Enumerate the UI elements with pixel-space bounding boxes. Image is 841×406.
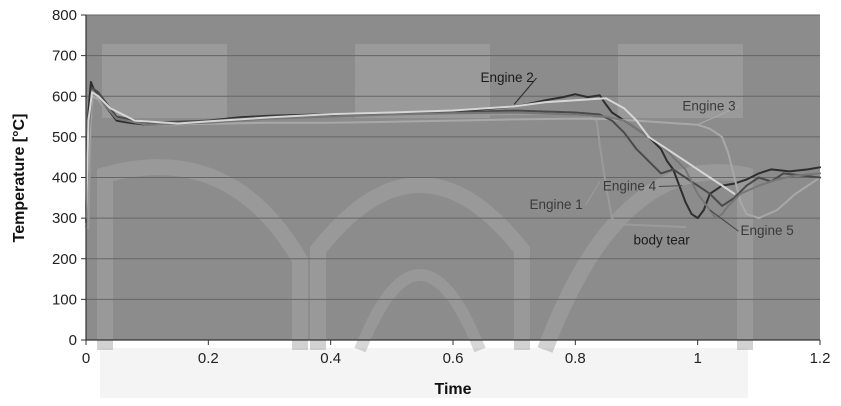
watermark-block-1 [102,44,227,118]
annotation-leader-engine-3 [697,105,739,126]
x-tick-label: 1.2 [810,350,831,367]
tick-labels: 0 100 200 300 400 500 600 700 800 0 0.2 0.4 0.6 0.8 1 1… [52,7,830,367]
watermark-base [100,348,748,398]
series-line-engine-5 [85,89,821,224]
y-tick-label: 500 [52,129,77,146]
annotation-leader-engine-4 [658,185,683,188]
annotation-engine-3: Engine 3 [682,98,735,113]
x-tick-label: 1 [693,350,701,367]
x-tick-label: 0.2 [198,350,219,367]
x-tick-label: 0 [82,350,90,367]
y-tick-label: 200 [52,251,77,268]
x-axis-title: Time [434,381,471,398]
annotation-leader-engine-5 [709,209,739,232]
y-tick-label: 300 [52,210,77,227]
watermark-arch-center [310,177,530,350]
series-group [85,81,821,230]
watermark-block-3 [618,44,743,118]
annotation-engine-1: Engine 1 [529,197,582,212]
annotations: Engine 2 Engine 3 Engine 1 Engine 4 body tea… [481,70,794,248]
y-tick-label: 700 [52,48,77,65]
y-tick-label: 100 [52,291,77,308]
annotation-body-tear: body tear [633,233,690,248]
annotation-engine-4: Engine 4 [603,179,657,194]
watermark-arch-inner [354,269,486,353]
annotation-engine-5: Engine 5 [740,223,793,238]
y-tick-label: 0 [69,332,77,349]
y-tick-label: 400 [52,170,77,187]
watermark-block-2 [355,44,490,118]
series-line-engine-4 [85,87,821,220]
annotation-engine-2: Engine 2 [481,70,534,85]
x-tick-label: 0.8 [565,350,586,367]
x-tick-label: 0.6 [443,350,464,367]
watermark [97,44,753,398]
series-line-unlabeled-6 [85,91,736,220]
y-tick-label: 800 [52,7,77,24]
annotation-leader-engine-2 [513,77,537,105]
annotation-leader-engine-1 [584,181,601,206]
y-tick-label: 600 [52,88,77,105]
watermark-arch-left [97,159,308,350]
x-tick-label: 0.4 [320,350,341,367]
y-axis-title: Temperature [°C] [11,114,28,243]
